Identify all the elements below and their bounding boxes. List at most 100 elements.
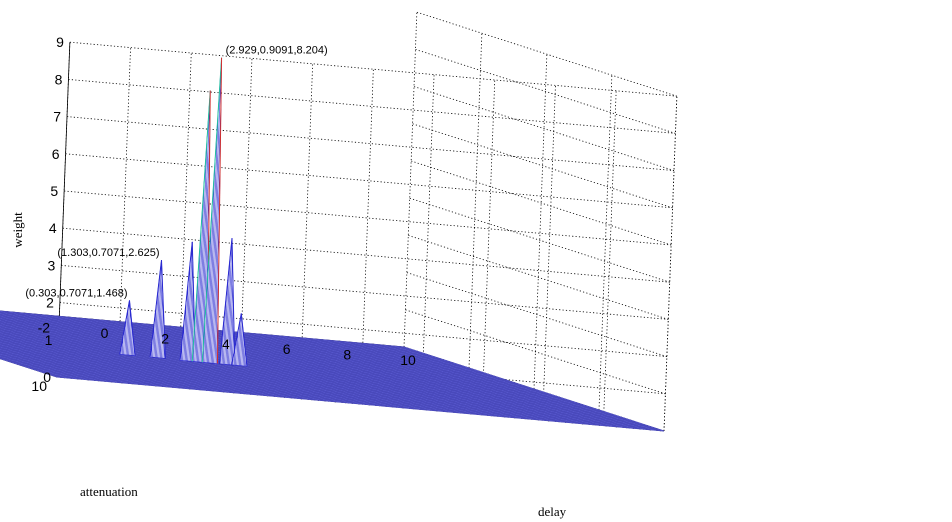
grid-line bbox=[412, 123, 673, 209]
grid-line bbox=[178, 52, 192, 388]
peak-mesh-line bbox=[212, 159, 221, 364]
surface-mesh-line bbox=[312, 338, 574, 424]
surface-mesh-line bbox=[17, 364, 626, 419]
grid-line bbox=[64, 190, 672, 246]
peak-mesh-line bbox=[159, 292, 164, 358]
peak-edge bbox=[231, 313, 242, 365]
peak-mesh-line bbox=[210, 108, 222, 364]
x-tick-label: 0 bbox=[101, 325, 109, 341]
surface-mesh-line bbox=[56, 376, 665, 432]
surface-mesh-line bbox=[26, 366, 634, 422]
peak-mesh-line bbox=[224, 279, 229, 365]
z-tick-label: 6 bbox=[52, 146, 60, 162]
peak-mesh-line bbox=[209, 57, 222, 363]
grid-line bbox=[61, 265, 669, 320]
grid-line bbox=[413, 86, 675, 171]
peak-mesh-line bbox=[200, 135, 211, 363]
x-tick-label: 8 bbox=[343, 347, 351, 363]
peak-mesh-line bbox=[238, 313, 242, 366]
peak-mesh-line bbox=[202, 181, 210, 363]
z-axis-label: weight bbox=[10, 212, 25, 248]
peak-mesh-line bbox=[127, 300, 130, 355]
peak-mesh-line bbox=[225, 258, 231, 365]
peak-mesh-line bbox=[208, 108, 219, 363]
x-tick-label: 10 bbox=[400, 352, 416, 368]
surface-mesh-line bbox=[383, 344, 644, 430]
peak-mesh-line bbox=[237, 322, 240, 366]
peak-mesh-line bbox=[184, 281, 189, 361]
x-tick-label: 4 bbox=[222, 336, 230, 352]
z-tick-label: 9 bbox=[56, 34, 64, 50]
grid-line bbox=[416, 11, 677, 97]
peak-mesh-line bbox=[183, 301, 187, 361]
z-tick-label: 4 bbox=[49, 220, 57, 236]
peak-mesh-line bbox=[128, 309, 131, 356]
peak-edge bbox=[161, 260, 166, 359]
surface-mesh-line bbox=[35, 369, 643, 425]
peak-mesh-line bbox=[196, 180, 205, 362]
peak-mesh-line bbox=[230, 301, 234, 365]
peak-mesh-line bbox=[156, 276, 160, 358]
grid-line bbox=[415, 49, 676, 134]
surface-mesh-line bbox=[13, 362, 621, 418]
peak-mesh-line bbox=[241, 331, 244, 366]
peak-edge bbox=[179, 241, 193, 361]
peak-mesh-line bbox=[130, 328, 133, 356]
surface-mesh-line bbox=[39, 371, 647, 426]
grid-line bbox=[66, 116, 675, 171]
peak-mesh-line bbox=[240, 322, 243, 366]
surface-mesh-line bbox=[403, 346, 665, 432]
peak-mesh-line bbox=[236, 330, 239, 366]
grid-line bbox=[408, 235, 669, 320]
peak-mesh-line bbox=[228, 259, 233, 365]
grid-line bbox=[533, 54, 548, 390]
surface-mesh-line bbox=[373, 344, 634, 429]
surface-mesh-line bbox=[52, 375, 660, 430]
x-tick-label: 6 bbox=[283, 341, 291, 357]
peak-mesh-line bbox=[195, 225, 202, 362]
peak-edge bbox=[128, 300, 136, 356]
grid-line bbox=[117, 47, 131, 383]
peak-edge bbox=[119, 300, 130, 355]
x-tick-label: 2 bbox=[161, 330, 169, 346]
grid-line bbox=[403, 12, 418, 348]
grid-line bbox=[602, 90, 617, 426]
x-axis-label: delay bbox=[538, 504, 567, 519]
grid-line bbox=[405, 309, 666, 395]
peak-edge bbox=[231, 237, 236, 366]
peak-mesh-line bbox=[207, 159, 216, 363]
peak-mesh-line bbox=[187, 241, 193, 361]
surface-mesh-line bbox=[30, 368, 639, 423]
peak-mesh-line bbox=[186, 261, 191, 361]
surface-mesh-line bbox=[343, 341, 604, 426]
surface-mesh-line bbox=[43, 372, 652, 428]
peak-edge bbox=[201, 57, 223, 363]
y-tick-label: 10 bbox=[31, 378, 47, 394]
grid-line bbox=[598, 75, 613, 411]
surface-mesh-line bbox=[393, 345, 654, 431]
grid-line bbox=[411, 160, 672, 246]
peak-mesh-line bbox=[157, 260, 162, 358]
peak-mesh-line bbox=[189, 281, 194, 362]
peak-mesh-line bbox=[124, 318, 127, 355]
grid-line bbox=[299, 63, 314, 399]
peak-mesh-line bbox=[191, 301, 195, 362]
surface-mesh-line bbox=[363, 343, 624, 428]
data-tip-label: (1.303,0.7071,2.625) bbox=[57, 247, 159, 259]
peak-mesh-line bbox=[229, 280, 234, 365]
peak-mesh-line bbox=[125, 309, 129, 355]
z-tick-label: 0 bbox=[43, 369, 51, 385]
grid-line bbox=[481, 79, 496, 415]
peak-edge bbox=[191, 90, 211, 362]
surface-mesh-line bbox=[333, 340, 594, 425]
grid-line bbox=[542, 85, 556, 421]
z-tick-label: 1 bbox=[45, 332, 53, 348]
y-axis-label: attenuation bbox=[80, 484, 138, 499]
grid-line bbox=[238, 58, 253, 394]
grid-line bbox=[68, 79, 676, 134]
peak-mesh-line bbox=[198, 135, 208, 362]
peak-mesh-line bbox=[235, 339, 237, 366]
surface-mesh-line bbox=[22, 365, 630, 421]
z-tick-label: 7 bbox=[53, 109, 61, 125]
